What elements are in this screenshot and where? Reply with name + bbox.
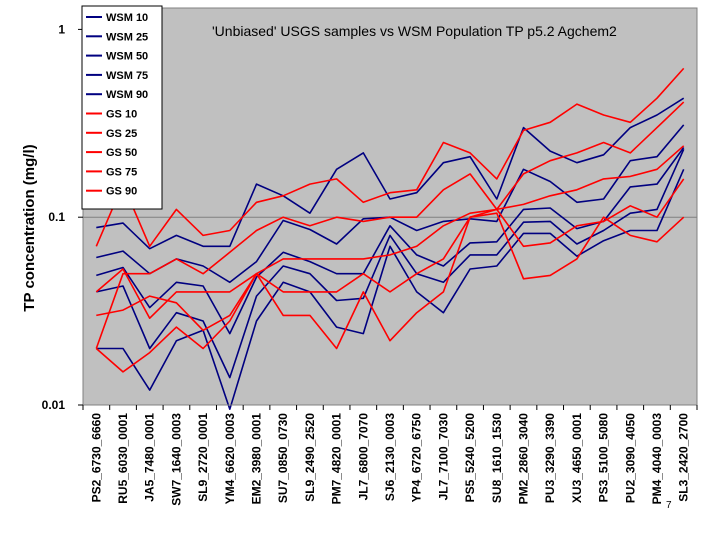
legend-entry: WSM 75 <box>106 70 148 82</box>
page-number: 7 <box>666 500 672 511</box>
x-tick-label: YM4_6620_0003 <box>223 413 237 505</box>
x-tick-label: JL7_7100_7030 <box>436 413 450 501</box>
series-line-gs-10 <box>95 212 685 373</box>
x-tick-label: SU8_1610_1530 <box>490 413 504 503</box>
x-tick-label: SL3_2420_2700 <box>677 413 691 502</box>
legend-entry: WSM 50 <box>106 51 148 63</box>
x-tick-label: PU3_3290_3390 <box>543 413 557 503</box>
x-tick-label: PM4_4040_0003 <box>650 413 664 505</box>
legend-entry: GS 90 <box>106 186 137 198</box>
legend-entry: WSM 25 <box>106 31 148 43</box>
legend: WSM 10 WSM 25 WSM 50 WSM 75 WSM 90 GS 10 GS 25… <box>81 5 163 210</box>
x-tick-label: PS3_5100_5080 <box>597 413 611 503</box>
legend-entry: GS 75 <box>106 166 137 178</box>
series-line-gs-25 <box>96 178 685 332</box>
x-tick-label: YP4_6720_6750 <box>410 413 424 503</box>
legend-box <box>81 5 163 210</box>
x-tick-label: JA5_7480_0001 <box>143 413 157 502</box>
x-tick-label: JL7_6800_7070 <box>356 413 370 501</box>
legend-entry: WSM 10 <box>106 12 148 24</box>
series-line-gs-90 <box>95 67 685 248</box>
y-tick-label: 0.01 <box>42 398 66 412</box>
x-tick-label: XU3_4650_0001 <box>570 413 584 503</box>
x-tick-label: EM2_3980_0001 <box>250 413 264 505</box>
series-line-wsm-25 <box>96 148 685 379</box>
plot-area <box>82 7 698 406</box>
legend-entry: GS 25 <box>106 128 137 140</box>
x-tick-label: SU7_0850_0730 <box>276 413 290 503</box>
y-tick-label: 0.1 <box>48 210 65 224</box>
series-line-wsm-10 <box>96 168 685 411</box>
x-tick-label: SL9_2490_2520 <box>303 413 317 502</box>
x-tick-label: RU5_6030_0001 <box>116 413 130 504</box>
x-tick-label: SW7_1640_0003 <box>169 413 183 506</box>
x-tick-label: PM7_4820_0001 <box>330 413 344 505</box>
x-tick-label: SJ6_2130_0003 <box>383 413 397 501</box>
y-axis-label: TP concentration (mg/l) <box>21 144 38 311</box>
series-line-wsm-50 <box>96 147 685 335</box>
series-line-gs-75 <box>95 101 685 349</box>
x-tick-label: PU2_3090_4050 <box>623 413 637 503</box>
x-tick-label: PM2_2860_3040 <box>516 413 530 505</box>
y-tick-label: 1 <box>58 22 65 36</box>
series-line-gs-50 <box>95 145 685 320</box>
series-line-wsm-90 <box>96 97 685 250</box>
x-tick-label: SL9_2720_0001 <box>196 413 210 502</box>
legend-entry: GS 50 <box>106 147 137 159</box>
legend-entry: WSM 90 <box>106 89 148 101</box>
chart-title: 'Unbiased' USGS samples vs WSM Populatio… <box>212 23 617 39</box>
x-tick-label: PS2_6730_6660 <box>89 413 103 503</box>
x-tick-label: PS5_5240_5200 <box>463 413 477 503</box>
legend-entry: GS 10 <box>106 109 137 121</box>
